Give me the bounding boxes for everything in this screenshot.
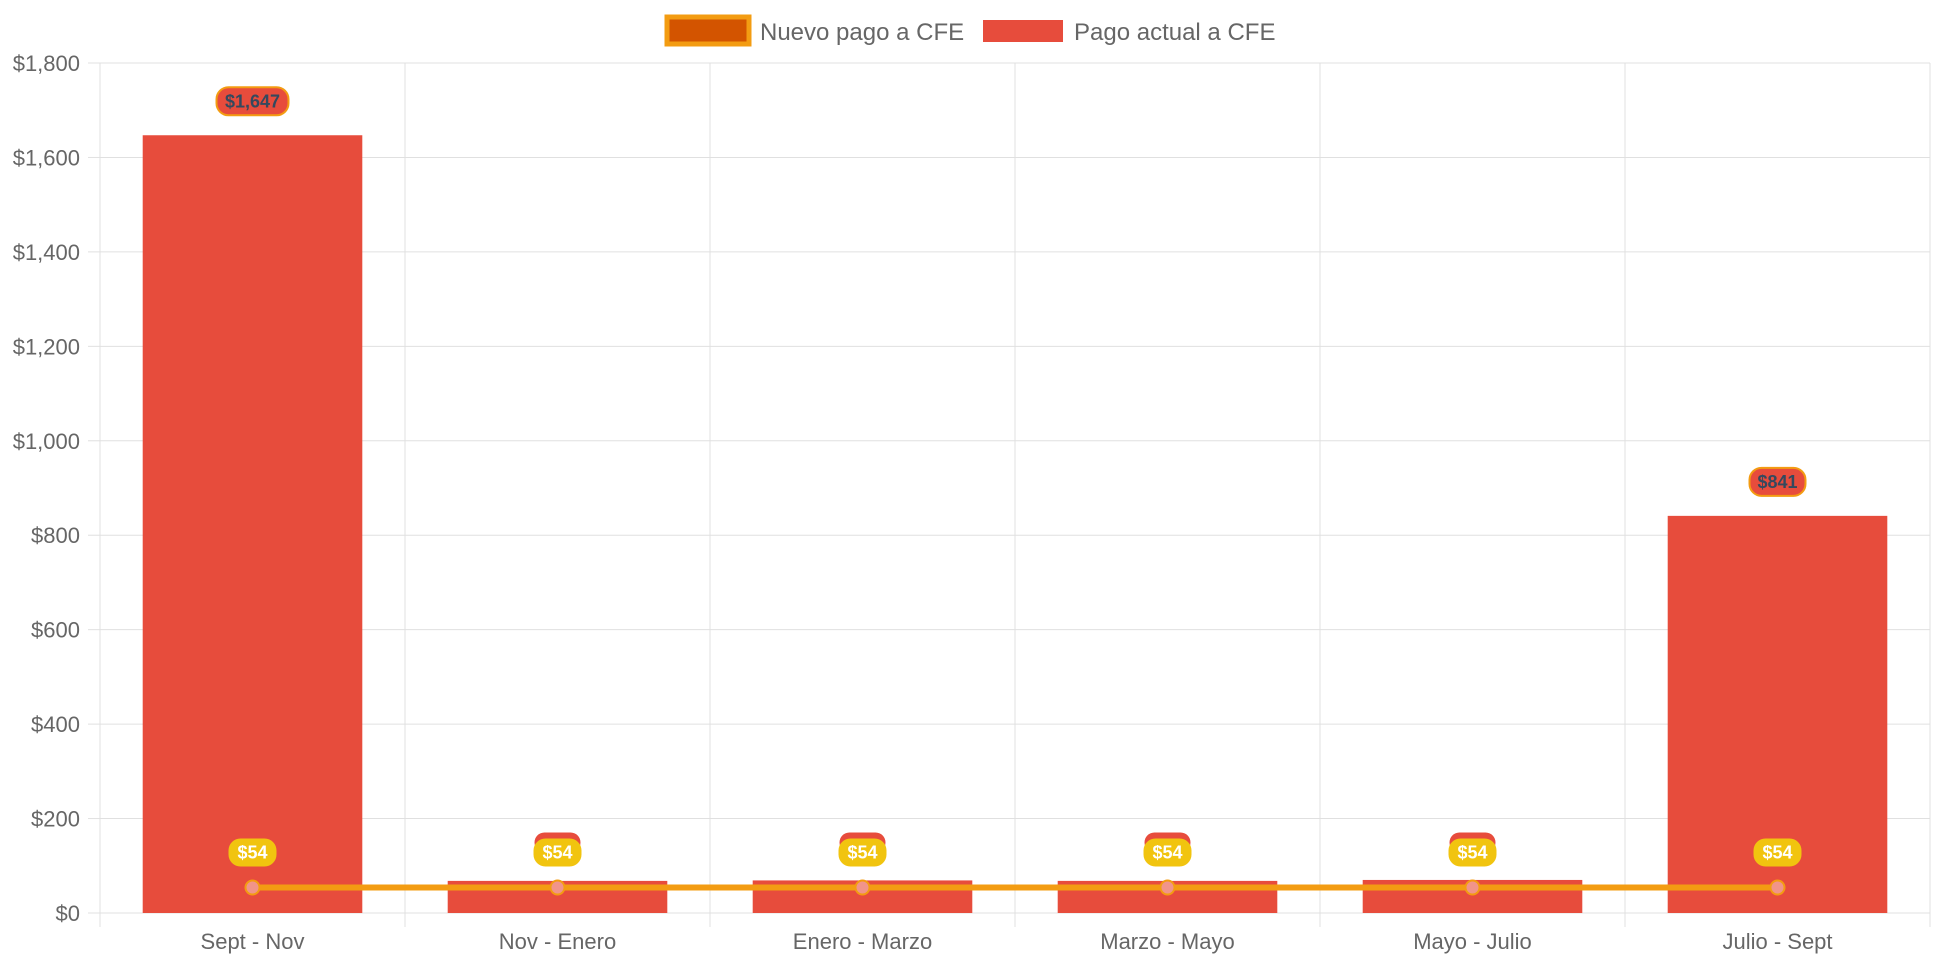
x-tick-label: Nov - Enero bbox=[499, 929, 616, 954]
line-data-label: $54 bbox=[847, 843, 877, 863]
y-axis: $0 $200 $400 $600 $800 $1,000 $1,200 $1,400 $1,6… bbox=[13, 51, 100, 926]
legend-label-nuevo: Nuevo pago a CFE bbox=[760, 19, 964, 46]
legend-item-nuevo[interactable]: Nuevo pago a CFE bbox=[664, 14, 964, 47]
y-tick-label: $0 bbox=[56, 901, 80, 926]
y-tick-label: $600 bbox=[31, 618, 80, 643]
line-data-label: $54 bbox=[1762, 843, 1792, 863]
x-tick-label: Sept - Nov bbox=[201, 929, 305, 954]
y-tick-label: $800 bbox=[31, 523, 80, 548]
line-series bbox=[244, 879, 1786, 896]
bar bbox=[142, 135, 363, 913]
legend-item-pago-actual[interactable]: Pago actual a CFE bbox=[983, 19, 1275, 46]
legend-label-pago-actual: Pago actual a CFE bbox=[1074, 19, 1275, 46]
line-data-label: $54 bbox=[237, 843, 267, 863]
line-point bbox=[1159, 879, 1176, 896]
chart-grid bbox=[99, 62, 1931, 914]
line-data-label: $54 bbox=[1457, 843, 1487, 863]
legend-swatch-nuevo bbox=[664, 14, 752, 47]
bar-data-label-bg bbox=[215, 86, 290, 117]
line-data-label-bg bbox=[838, 838, 887, 867]
y-tick-label: $1,200 bbox=[13, 334, 80, 359]
line-point bbox=[244, 879, 261, 896]
line-data-label-bg bbox=[533, 838, 582, 867]
x-tick-label: Mayo - Julio bbox=[1413, 929, 1532, 954]
x-tick-label: Enero - Marzo bbox=[793, 929, 932, 954]
line-point bbox=[1464, 879, 1481, 896]
line-data-label-bg bbox=[1753, 838, 1802, 867]
line-point bbox=[1769, 879, 1786, 896]
y-tick-label: $1,600 bbox=[13, 145, 80, 170]
legend[interactable]: Nuevo pago a CFE Pago actual a CFE bbox=[664, 14, 1275, 47]
bar-data-label: $1,647 bbox=[225, 91, 280, 111]
line-data-label-bg bbox=[228, 838, 277, 867]
bar-data-label: $841 bbox=[1757, 472, 1797, 492]
y-tick-label: $200 bbox=[31, 807, 80, 832]
data-labels: $1,647 $841 $54 $54 $54 $54 $54 $54 bbox=[215, 86, 1807, 867]
y-tick-label: $1,400 bbox=[13, 240, 80, 265]
legend-swatch-pago-actual bbox=[983, 20, 1063, 42]
y-tick-label: $1,800 bbox=[13, 51, 80, 76]
line-data-label: $54 bbox=[1152, 843, 1182, 863]
line-data-label-bg bbox=[1143, 838, 1192, 867]
y-tick-label: $1,000 bbox=[13, 429, 80, 454]
line-data-label-bg bbox=[1448, 838, 1497, 867]
line-point bbox=[854, 879, 871, 896]
x-tick-label: Julio - Sept bbox=[1722, 929, 1832, 954]
line-point bbox=[549, 879, 566, 896]
line-data-label: $54 bbox=[542, 843, 572, 863]
bar-data-label-bg bbox=[1748, 466, 1807, 497]
x-tick-label: Marzo - Mayo bbox=[1100, 929, 1234, 954]
bar-series bbox=[142, 135, 1888, 913]
y-tick-label: $400 bbox=[31, 712, 80, 737]
x-axis: Sept - Nov Nov - Enero Enero - Marzo Marzo … bbox=[99, 913, 1931, 954]
